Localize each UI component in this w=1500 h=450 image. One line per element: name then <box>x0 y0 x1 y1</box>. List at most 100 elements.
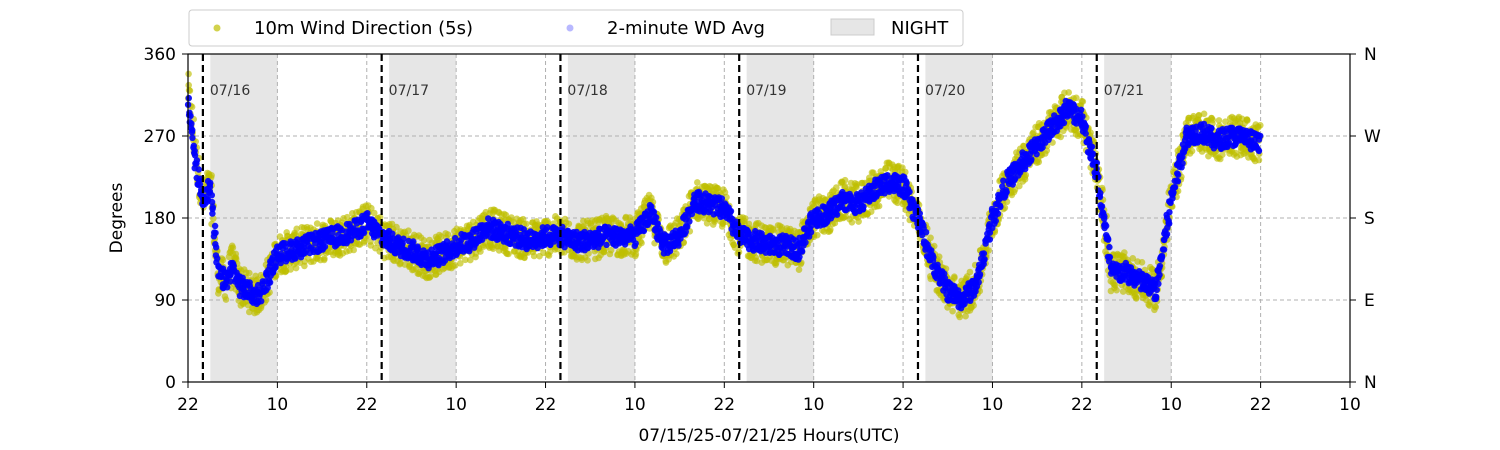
avg-point <box>1033 151 1040 158</box>
avg-point <box>1073 105 1080 113</box>
avg-point <box>185 94 192 102</box>
wind-point <box>607 246 615 254</box>
wind-point <box>1215 117 1223 124</box>
avg-point <box>195 166 202 173</box>
wind-point <box>444 231 452 238</box>
wind-point <box>222 296 230 303</box>
avg-point <box>1153 286 1161 294</box>
avg-point <box>321 243 329 250</box>
avg-point <box>986 229 994 236</box>
avg-point <box>980 250 988 257</box>
wind-point <box>731 244 739 251</box>
series-wd-2min-avg <box>184 94 1264 312</box>
avg-point <box>802 239 809 246</box>
wind-point <box>405 227 412 234</box>
wind-point <box>313 220 321 227</box>
avg-point <box>504 220 511 228</box>
wind-point <box>371 209 378 217</box>
wind-point <box>841 176 849 184</box>
wind-point <box>427 273 434 280</box>
wind-point <box>778 224 786 231</box>
wind-point <box>457 260 464 267</box>
wind-point <box>814 231 821 239</box>
wind-point <box>376 214 384 221</box>
avg-point <box>1158 252 1166 260</box>
avg-point <box>410 238 417 245</box>
avg-point <box>992 217 999 225</box>
wind-point <box>293 225 301 233</box>
wind-point <box>985 247 992 254</box>
wind-point <box>833 184 840 191</box>
wind-point <box>1138 259 1146 266</box>
avg-point <box>860 203 867 210</box>
avg-point <box>684 223 691 230</box>
avg-point <box>672 227 679 234</box>
avg-point <box>209 205 216 213</box>
wind-point <box>462 256 469 264</box>
wind-point <box>1219 151 1226 158</box>
wind-point <box>1209 116 1216 124</box>
avg-point <box>227 278 234 285</box>
wind-point <box>827 226 834 233</box>
avg-point <box>1088 143 1096 150</box>
avg-point <box>364 210 371 217</box>
avg-point <box>230 261 237 268</box>
wind-point <box>1133 294 1140 301</box>
wind-point <box>970 302 977 309</box>
avg-point <box>400 235 407 242</box>
avg-point <box>1101 213 1108 220</box>
wind-point <box>229 244 237 251</box>
data-series <box>184 70 1264 321</box>
avg-point <box>603 241 610 249</box>
wind-point <box>770 226 777 234</box>
wind-point <box>584 257 591 264</box>
wind-point <box>530 252 538 260</box>
avg-point <box>980 257 988 264</box>
wind-point <box>505 250 512 258</box>
wind-point <box>694 179 701 186</box>
avg-point <box>955 287 962 294</box>
wind-point <box>1151 303 1159 310</box>
avg-point <box>212 229 219 237</box>
avg-point <box>1097 189 1104 197</box>
avg-point <box>718 195 725 202</box>
wind-point <box>1057 133 1064 141</box>
avg-point <box>1060 119 1068 127</box>
wind-point <box>1255 156 1263 164</box>
avg-point <box>986 236 994 243</box>
wind-point <box>951 274 958 282</box>
wind-point <box>1035 158 1043 166</box>
wind-point <box>1119 288 1127 295</box>
avg-point <box>1103 222 1110 230</box>
avg-point <box>1082 123 1090 130</box>
avg-point <box>189 126 196 134</box>
avg-point <box>675 242 682 249</box>
wind-point <box>700 214 708 222</box>
wind-point <box>1195 111 1203 119</box>
avg-point <box>688 210 696 218</box>
avg-point <box>1106 253 1114 261</box>
wind-point <box>841 182 849 190</box>
avg-point <box>193 157 201 164</box>
avg-point <box>686 218 693 225</box>
wind-point <box>1065 89 1072 96</box>
avg-point <box>207 179 214 187</box>
avg-point <box>796 253 803 261</box>
avg-point <box>1166 209 1173 216</box>
avg-point <box>282 243 289 250</box>
avg-point <box>196 181 204 188</box>
wind-point <box>745 220 753 228</box>
wind-point <box>262 296 270 304</box>
wind-point <box>219 256 227 264</box>
avg-point <box>1089 150 1097 157</box>
avg-point <box>485 215 492 222</box>
avg-point <box>682 228 689 235</box>
avg-point <box>360 229 368 236</box>
wind-point <box>867 208 875 215</box>
avg-point <box>1105 236 1112 243</box>
wind-point <box>673 250 680 258</box>
avg-point <box>389 230 396 237</box>
wind-point <box>927 234 934 242</box>
avg-point <box>266 279 274 286</box>
